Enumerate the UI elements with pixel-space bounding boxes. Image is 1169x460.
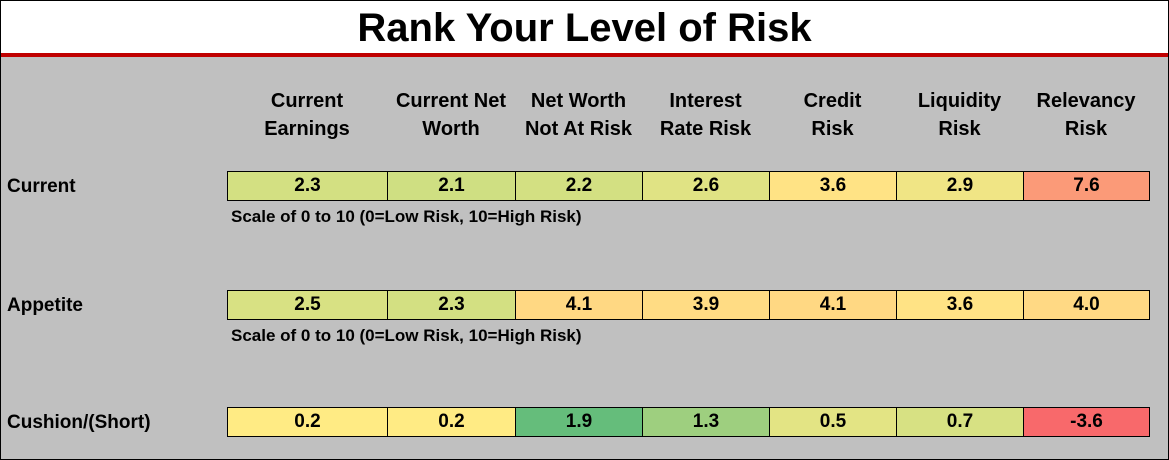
risk-cell: 0.2 xyxy=(388,408,516,437)
risk-cell: 3.6 xyxy=(897,291,1024,320)
table-row-appetite: 2.5 2.3 4.1 3.9 4.1 3.6 4.0 xyxy=(227,290,1150,320)
risk-cell: 3.9 xyxy=(643,291,770,320)
row-label-cushion-short: Cushion/(Short) xyxy=(7,412,151,433)
row-label-appetite: Appetite xyxy=(7,295,83,316)
column-header-line2: Earnings xyxy=(264,118,350,140)
risk-cell: 1.9 xyxy=(516,408,643,437)
risk-cell: 2.2 xyxy=(516,172,643,201)
table-row-current: 2.3 2.1 2.2 2.6 3.6 2.9 7.6 xyxy=(227,171,1150,201)
column-header-relevancy-risk: Relevancy Risk xyxy=(1023,87,1149,143)
column-header-liquidity-risk: Liquidity Risk xyxy=(896,87,1023,143)
risk-cell: 3.6 xyxy=(770,172,897,201)
column-header-line1: Current xyxy=(270,90,344,112)
scale-note: Scale of 0 to 10 (0=Low Risk, 10=High Ri… xyxy=(231,207,582,226)
column-header-line1: Credit xyxy=(803,90,862,112)
risk-cell: 0.2 xyxy=(228,408,388,437)
risk-cell: 0.7 xyxy=(897,408,1024,437)
risk-cell: -3.6 xyxy=(1024,408,1150,437)
column-header-line2: Rate Risk xyxy=(659,118,752,140)
page-title: Rank Your Level of Risk xyxy=(357,6,812,50)
column-header-current-earnings: Current Earnings xyxy=(227,87,387,143)
risk-cell: 1.3 xyxy=(643,408,770,437)
risk-cell: 2.6 xyxy=(643,172,770,201)
table-row-cushion-short: 0.2 0.2 1.9 1.3 0.5 0.7 -3.6 xyxy=(227,407,1150,437)
column-header-line2: Worth xyxy=(422,118,480,140)
risk-cell: 2.9 xyxy=(897,172,1024,201)
risk-cell: 2.3 xyxy=(388,291,516,320)
column-header-interest-rate-risk: Interest Rate Risk xyxy=(642,87,769,143)
column-header-line1: Relevancy xyxy=(1036,90,1136,112)
risk-cell: 4.1 xyxy=(770,291,897,320)
risk-cell: 7.6 xyxy=(1024,172,1150,201)
column-header-line2: Risk xyxy=(811,118,854,140)
title-bar: Rank Your Level of Risk xyxy=(1,1,1168,57)
column-header-line2: Risk xyxy=(1064,118,1108,140)
column-header-line1: Interest xyxy=(669,90,742,112)
column-header-credit-risk: Credit Risk xyxy=(769,87,896,143)
column-header-line2: Not At Risk xyxy=(524,118,633,140)
column-header-line2: Risk xyxy=(938,118,981,140)
scale-note: Scale of 0 to 10 (0=Low Risk, 10=High Ri… xyxy=(231,326,582,345)
risk-cell: 0.5 xyxy=(770,408,897,437)
column-header-line1: Liquidity xyxy=(917,90,1002,112)
risk-cell: 4.0 xyxy=(1024,291,1150,320)
row-label-current: Current xyxy=(7,176,76,197)
column-header-line1: Current Net xyxy=(395,90,506,112)
column-header-line1: Net Worth xyxy=(530,90,627,112)
column-header-current-net-worth: Current Net Worth xyxy=(387,87,515,143)
risk-cell: 4.1 xyxy=(516,291,643,320)
column-header-net-worth-not-at-risk: Net Worth Not At Risk xyxy=(515,87,642,143)
risk-cell: 2.5 xyxy=(228,291,388,320)
risk-cell: 2.1 xyxy=(388,172,516,201)
risk-cell: 2.3 xyxy=(228,172,388,201)
